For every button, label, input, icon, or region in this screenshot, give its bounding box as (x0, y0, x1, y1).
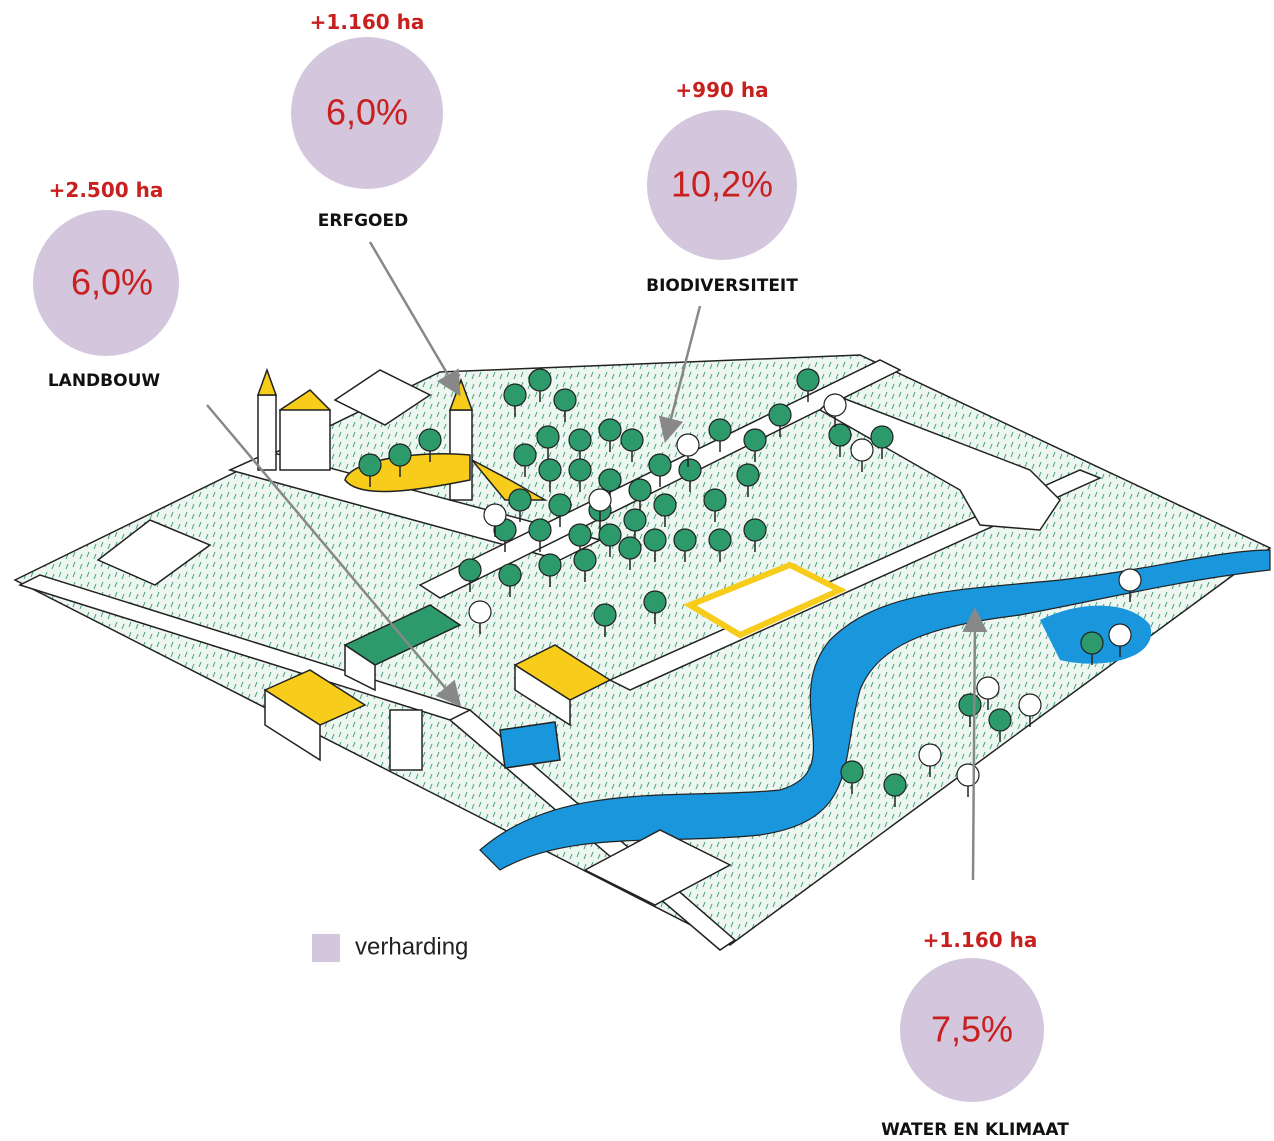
area: +990 ha (675, 78, 768, 102)
legend: verharding (312, 933, 468, 962)
share: 6,0% (326, 92, 408, 133)
area: +1.160 ha (923, 928, 1038, 952)
bubble (647, 110, 797, 260)
bubble (33, 210, 179, 356)
bubble (291, 37, 443, 189)
callout-water: +1.160 ha 7,5% WATER EN KLIMAAT (881, 928, 1069, 1140)
area: +2.500 ha (49, 178, 164, 202)
callout-biodiversiteit: +990 ha 10,2% BIODIVERSITEIT (646, 78, 798, 296)
label: LANDBOUW (48, 371, 161, 391)
callout-landbouw: +2.500 ha 6,0% LANDBOUW (33, 178, 179, 391)
arrows (206, 241, 988, 881)
share: 6,0% (71, 262, 153, 303)
callout-erfgoed: +1.160 ha 6,0% ERFGOED (291, 10, 443, 231)
label: ERFGOED (318, 211, 408, 231)
bubble (900, 958, 1044, 1102)
legend-swatch (312, 934, 340, 962)
area: +1.160 ha (310, 10, 425, 34)
share: 7,5% (931, 1009, 1013, 1050)
landscape (13, 354, 1272, 951)
legend-label: verharding (355, 933, 468, 960)
label: BIODIVERSITEIT (646, 276, 798, 296)
label: WATER EN KLIMAAT (881, 1120, 1069, 1140)
share: 10,2% (671, 164, 773, 205)
